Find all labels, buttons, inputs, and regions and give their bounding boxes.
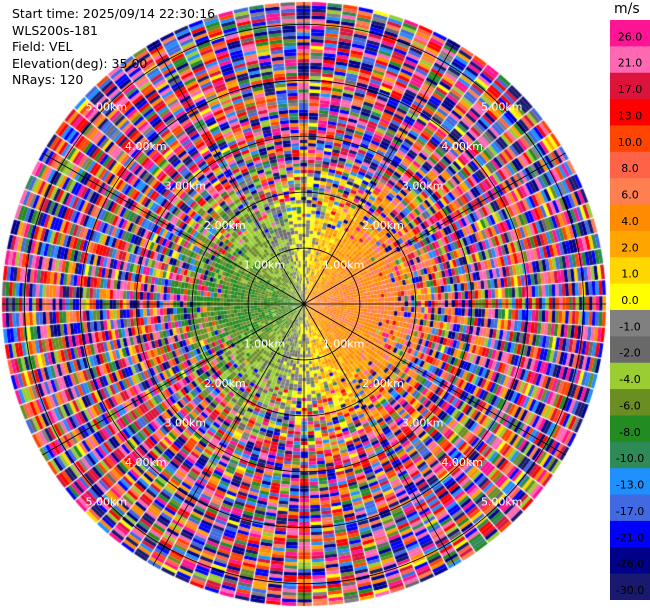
field-name: Field: VEL	[12, 39, 73, 54]
azimuth-line-300	[42, 152, 305, 305]
range-label: 2.00km	[362, 219, 404, 232]
azimuth-line-330	[152, 42, 305, 305]
colorbar-tick: -26.0	[616, 558, 644, 571]
colorbar-swatch	[610, 230, 650, 258]
range-label: 2.00km	[204, 377, 246, 390]
colorbar-swatch	[610, 520, 650, 548]
colorbar-tick: 21.0	[618, 57, 643, 70]
colorbar-tick: -30.0	[616, 584, 644, 597]
colorbar-tick: 1.0	[621, 268, 639, 281]
colorbar-swatch	[610, 494, 650, 522]
range-label: 5.00km	[85, 100, 127, 113]
range-label: 4.00km	[125, 456, 167, 469]
colorbar-swatch	[610, 310, 650, 337]
range-labels: 1.00km 1.00km 1.00km 1.00km 2.00km 2.00km 2.00…	[85, 100, 522, 508]
instrument-name: WLS200s-181	[12, 22, 98, 38]
ppi-overlay: 1.00km 1.00km 1.00km 1.00km 2.00km 2.00km 2.00…	[2, 2, 606, 606]
range-label: 2.00km	[204, 219, 246, 232]
colorbar-tick: -17.0	[616, 505, 644, 518]
colorbar-tick: -6.0	[619, 399, 640, 412]
start-time: Start time: 2025/09/14 22:30:16	[12, 6, 216, 21]
colorbar: 26.0 21.0 17.0 13.0 10.0 8.0 6.0 4.0 2.0 1.0 0.0 -1…	[610, 20, 650, 600]
colorbar-swatch	[610, 99, 650, 126]
range-label: 1.00km	[323, 258, 365, 271]
colorbar-swatch	[610, 72, 650, 100]
colorbar-tick: -10.0	[616, 452, 644, 465]
colorbar-swatch	[610, 257, 650, 285]
colorbar-tick: -2.0	[619, 347, 640, 360]
colorbar-swatch	[610, 20, 650, 47]
azimuth-line-210	[152, 303, 305, 566]
colorbar-swatch	[610, 283, 650, 311]
colorbar-swatch	[610, 151, 650, 179]
range-label: 3.00km	[402, 179, 444, 192]
nrays: NRays: 120	[12, 72, 84, 87]
colorbar-tick: 17.0	[618, 83, 643, 96]
range-label: 5.00km	[481, 100, 523, 113]
colorbar-tick: -13.0	[616, 479, 644, 492]
range-label: 1.00km	[244, 258, 286, 271]
range-label: 3.00km	[165, 417, 207, 430]
azimuth-line-120	[303, 303, 566, 456]
colorbar-swatch	[610, 547, 650, 575]
colorbar-tick: 10.0	[618, 136, 643, 149]
colorbar-tick: 6.0	[621, 189, 639, 202]
colorbar-swatch	[610, 389, 650, 416]
colorbar-swatch	[610, 415, 650, 443]
colorbar-swatch	[610, 573, 650, 600]
colorbar-tick: -8.0	[619, 426, 640, 439]
colorbar-tick: -1.0	[619, 320, 640, 333]
colorbar-swatch	[610, 204, 650, 232]
colorbar-tick: 4.0	[621, 215, 639, 228]
colorbar-swatch	[610, 46, 650, 74]
azimuth-line-150	[303, 303, 456, 566]
range-label: 1.00km	[244, 338, 286, 351]
range-label: 5.00km	[481, 496, 523, 509]
colorbar-swatch	[610, 336, 650, 364]
range-label: 2.00km	[362, 377, 404, 390]
colorbar-swatch	[610, 178, 650, 206]
colorbar-swatch	[610, 441, 650, 469]
colorbar-tick: 13.0	[618, 109, 643, 122]
range-label: 1.00km	[323, 338, 365, 351]
colorbar-swatch	[610, 125, 650, 153]
colorbar-tick: -21.0	[616, 531, 644, 544]
range-label: 5.00km	[85, 496, 127, 509]
colorbar-tick: 0.0	[621, 294, 639, 307]
range-label: 4.00km	[125, 140, 167, 153]
scan-info: Start time: 2025/09/14 22:30:16 WLS200s-…	[12, 6, 215, 89]
colorbar-tick: 26.0	[618, 30, 643, 43]
elevation: Elevation(deg): 35.00	[12, 55, 148, 71]
colorbar-unit: m/s	[614, 1, 640, 17]
azimuth-line-240	[42, 303, 305, 456]
range-label: 3.00km	[402, 417, 444, 430]
colorbar-tick: 8.0	[621, 162, 639, 175]
colorbar-swatch	[610, 362, 650, 390]
colorbar-swatch	[610, 468, 650, 496]
range-label: 4.00km	[441, 456, 483, 469]
range-label: 3.00km	[165, 179, 207, 192]
azimuth-line-30	[303, 42, 456, 305]
azimuth-line-60	[303, 152, 566, 305]
colorbar-tick: -4.0	[619, 373, 640, 386]
azimuth-lines	[2, 2, 606, 606]
range-label: 4.00km	[441, 140, 483, 153]
colorbar-tick: 2.0	[621, 241, 639, 254]
